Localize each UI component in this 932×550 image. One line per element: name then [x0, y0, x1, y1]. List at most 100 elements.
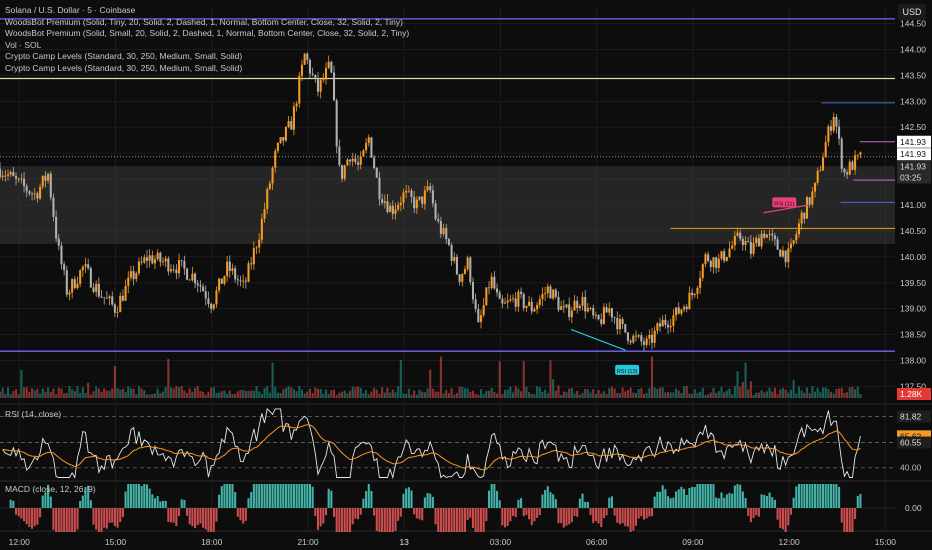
candle-body	[610, 308, 613, 318]
macd-histogram-bar	[693, 487, 696, 508]
candle-body	[656, 323, 659, 331]
macd-histogram-bar	[399, 508, 402, 517]
macd-histogram-bar	[252, 484, 255, 508]
y-tick-label: 139.50	[900, 278, 926, 288]
volume-bar	[731, 394, 734, 398]
candle-body	[359, 156, 362, 165]
volume-bar	[292, 389, 295, 398]
y-tick-label: 140.50	[900, 226, 926, 236]
volume-bar	[234, 393, 237, 398]
currency-button[interactable]: USD	[898, 4, 926, 20]
candle-body	[68, 292, 71, 295]
candle-body	[263, 209, 266, 219]
volume-bar	[52, 388, 55, 398]
macd-histogram-bar	[81, 495, 84, 508]
volume-bar	[100, 391, 103, 398]
macd-histogram-bar	[629, 508, 632, 532]
volume-bar	[215, 392, 218, 398]
symbol-title[interactable]: Solana / U.S. Dollar · 5 · Coinbase	[5, 5, 136, 15]
volume-bar	[830, 391, 833, 398]
candle-body	[792, 240, 795, 244]
candle-body	[177, 260, 181, 274]
candle-body	[771, 233, 774, 236]
candle-body	[25, 186, 28, 192]
macd-histogram-bar	[423, 497, 426, 508]
candle-body	[405, 190, 408, 193]
macd-histogram-bar	[327, 488, 330, 508]
macd-histogram-bar	[23, 508, 26, 522]
indicator-woodsbot-1[interactable]: WoodsBot Premium (Solid, Tiny, 20, Solid…	[5, 16, 403, 27]
candle-body	[332, 72, 336, 101]
volume-bar	[495, 393, 499, 398]
candle-body	[316, 77, 320, 92]
macd-histogram-bar	[151, 494, 154, 508]
volume-bar	[466, 388, 469, 398]
macd-histogram-bar	[581, 493, 584, 508]
indicator-crypto-camp-2[interactable]: Crypto Camp Levels (Standard, 30, 250, M…	[5, 62, 243, 73]
candle-body	[843, 168, 846, 173]
volume-bar	[843, 392, 846, 398]
volume-bar	[129, 388, 132, 398]
macd-histogram-bar	[592, 508, 595, 524]
macd-histogram-bar	[92, 508, 95, 525]
candle-body	[319, 79, 322, 92]
volume-bar	[485, 390, 488, 398]
candle-body	[429, 186, 432, 191]
volume-bar	[394, 392, 397, 398]
volume-bar	[9, 393, 12, 398]
volume-bar	[258, 391, 261, 398]
volume-bar	[504, 389, 507, 398]
volume-bar	[303, 393, 306, 398]
volume-bar	[664, 392, 667, 398]
volume-bar	[407, 388, 410, 398]
y-tick-label: 137.50	[900, 381, 926, 391]
candle-body	[17, 178, 20, 180]
macd-histogram-bar	[757, 508, 760, 517]
macd-histogram-bar	[351, 508, 354, 525]
macd-histogram-bar	[453, 508, 456, 532]
macd-histogram-bar	[733, 485, 736, 508]
macd-histogram-bar	[36, 508, 39, 525]
volume-bar	[295, 391, 298, 398]
volume-bar	[851, 386, 854, 398]
candle-body	[180, 260, 183, 261]
macd-histogram-bar	[271, 484, 274, 508]
candle-body	[773, 235, 776, 240]
macd-pane-title[interactable]: MACD (close, 12, 26, 9)	[5, 484, 96, 494]
macd-histogram-bar	[477, 508, 480, 532]
volume-bar	[314, 387, 317, 398]
macd-histogram-bar	[322, 508, 325, 524]
candle-body	[747, 241, 750, 242]
volume-bar	[365, 390, 368, 398]
rsi-pane-title[interactable]: RSI (14, close)	[5, 409, 62, 419]
macd-histogram-bar	[768, 492, 771, 508]
indicator-woodsbot-2[interactable]: WoodsBot Premium (Solid, Small, 20, Soli…	[5, 28, 410, 39]
volume-tag-bg	[897, 388, 931, 400]
macd-histogram-bar	[65, 508, 68, 532]
macd-histogram-bar	[642, 508, 646, 520]
macd-histogram-bar	[439, 508, 442, 532]
volume-bar	[501, 393, 504, 398]
candle-body	[386, 201, 389, 212]
indicator-volume[interactable]: Vol · SOL	[5, 39, 42, 50]
volume-bar	[447, 393, 450, 398]
volume-bar	[132, 388, 135, 398]
candle-body	[151, 255, 154, 264]
candle-body	[268, 183, 271, 189]
volume-bar	[773, 387, 776, 398]
macd-histogram-bar	[55, 508, 58, 532]
candle-body	[648, 334, 651, 339]
candle-body	[701, 264, 704, 278]
macd-histogram-bar	[68, 508, 71, 532]
volume-bar	[787, 392, 790, 398]
macd-histogram-bar	[490, 484, 493, 508]
volume-bar	[653, 387, 656, 398]
price-tag-label: 141.93	[900, 137, 926, 147]
y-tick-label: 140.00	[900, 252, 926, 262]
macd-histogram-bar	[287, 484, 290, 508]
indicator-crypto-camp-1[interactable]: Crypto Camp Levels (Standard, 30, 250, M…	[5, 51, 243, 62]
macd-histogram-bar	[279, 484, 282, 508]
macd-histogram-bar	[242, 508, 245, 524]
